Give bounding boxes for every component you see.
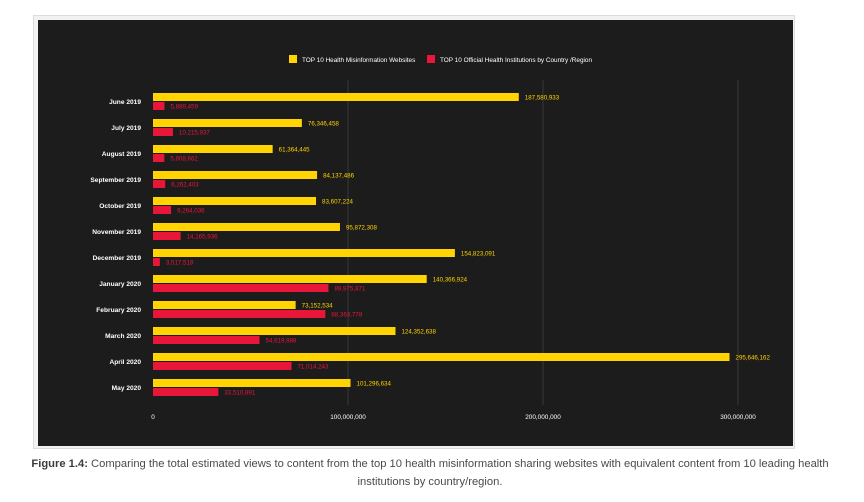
bar-official-1	[153, 128, 173, 136]
bar-misinformation-7	[153, 275, 427, 283]
category-label-9: March 2020	[105, 333, 141, 340]
x-tick-label-3: 300,000,000	[720, 414, 756, 421]
data-label-misinformation-4: 83,607,224	[322, 198, 354, 205]
category-label-11: May 2020	[112, 385, 142, 392]
grid	[347, 80, 739, 405]
category-label-6: December 2019	[93, 255, 142, 262]
bar-official-2	[153, 154, 165, 162]
data-label-official-4: 9,264,036	[177, 207, 205, 214]
bar-misinformation-3	[153, 171, 318, 179]
bar-official-6	[153, 258, 160, 266]
data-label-official-6: 3,517,518	[166, 259, 194, 266]
data-label-official-5: 14,165,936	[187, 233, 219, 240]
legend: TOP 10 Health Misinformation Websites TO…	[289, 55, 592, 64]
data-label-misinformation-7: 140,366,924	[433, 276, 468, 283]
data-label-official-2: 5,808,662	[170, 155, 198, 162]
category-label-3: September 2019	[90, 177, 141, 184]
bar-official-11	[153, 388, 219, 396]
bar-official-0	[153, 102, 165, 110]
bar-misinformation-0	[153, 93, 519, 101]
category-label-10: April 2020	[109, 359, 141, 366]
data-label-official-10: 71,014,243	[297, 363, 329, 370]
bar-official-4	[153, 206, 172, 214]
data-label-misinformation-5: 95,872,308	[346, 224, 378, 231]
data-label-official-1: 10,215,937	[179, 129, 211, 136]
data-label-misinformation-10: 295,646,162	[736, 354, 771, 361]
data-label-official-8: 88,363,778	[331, 311, 363, 318]
data-label-misinformation-6: 154,823,091	[461, 250, 496, 257]
bar-official-8	[153, 310, 326, 318]
data-label-misinformation-8: 73,152,534	[302, 302, 334, 309]
data-label-official-11: 33,510,891	[224, 389, 256, 396]
bar-official-3	[153, 180, 166, 188]
data-label-misinformation-11: 101,296,634	[357, 380, 392, 387]
x-axis-ticks: 0 100,000,000 200,000,000 300,000,000	[151, 414, 756, 421]
bar-official-10	[153, 362, 292, 370]
x-tick-label-2: 200,000,000	[525, 414, 561, 421]
data-label-misinformation-0: 187,580,933	[525, 94, 560, 101]
data-label-misinformation-1: 76,346,458	[308, 120, 340, 127]
legend-label-official: TOP 10 Official Health Institutions by C…	[440, 57, 592, 64]
bar-official-5	[153, 232, 181, 240]
bar-misinformation-9	[153, 327, 396, 335]
legend-label-misinformation: TOP 10 Health Misinformation Websites	[302, 57, 415, 64]
bar-misinformation-8	[153, 301, 296, 309]
category-label-0: June 2019	[109, 99, 141, 106]
bars: 187,580,933 5,889,459 76,346,458 10,215,937…	[153, 93, 770, 396]
category-label-8: February 2020	[96, 307, 141, 314]
bar-misinformation-2	[153, 145, 273, 153]
bar-misinformation-4	[153, 197, 317, 205]
caption-label: Figure 1.4:	[31, 458, 88, 470]
bar-misinformation-10	[153, 353, 730, 361]
category-label-2: August 2019	[102, 151, 142, 158]
x-tick-label-0: 0	[151, 414, 155, 421]
category-label-7: January 2020	[99, 281, 141, 288]
chart-background	[38, 20, 793, 446]
category-label-5: November 2019	[92, 229, 141, 236]
bar-misinformation-11	[153, 379, 351, 387]
data-label-official-3: 6,262,403	[171, 181, 199, 188]
data-label-official-9: 54,619,988	[266, 337, 298, 344]
category-label-1: July 2019	[111, 125, 141, 132]
data-label-misinformation-3: 84,137,486	[323, 172, 355, 179]
figure-caption: Figure 1.4: Comparing the total estimate…	[30, 456, 830, 491]
chart: TOP 10 Health Misinformation Websites TO…	[38, 20, 793, 446]
bar-official-7	[153, 284, 329, 292]
category-label-4: October 2019	[99, 203, 141, 210]
legend-swatch-misinformation	[289, 55, 297, 63]
data-label-misinformation-9: 124,352,638	[401, 328, 436, 335]
data-label-official-0: 5,889,459	[170, 103, 198, 110]
bar-misinformation-1	[153, 119, 302, 127]
caption-text: Comparing the total estimated views to c…	[87, 458, 829, 488]
x-tick-label-1: 100,000,000	[330, 414, 366, 421]
bar-misinformation-6	[153, 249, 455, 257]
legend-swatch-official	[427, 55, 435, 63]
data-label-official-7: 89,975,871	[334, 285, 366, 292]
data-label-misinformation-2: 61,364,445	[279, 146, 311, 153]
y-axis-labels: June 2019 July 2019 August 2019 September 2…	[90, 99, 141, 392]
bar-official-9	[153, 336, 260, 344]
bar-misinformation-5	[153, 223, 340, 231]
